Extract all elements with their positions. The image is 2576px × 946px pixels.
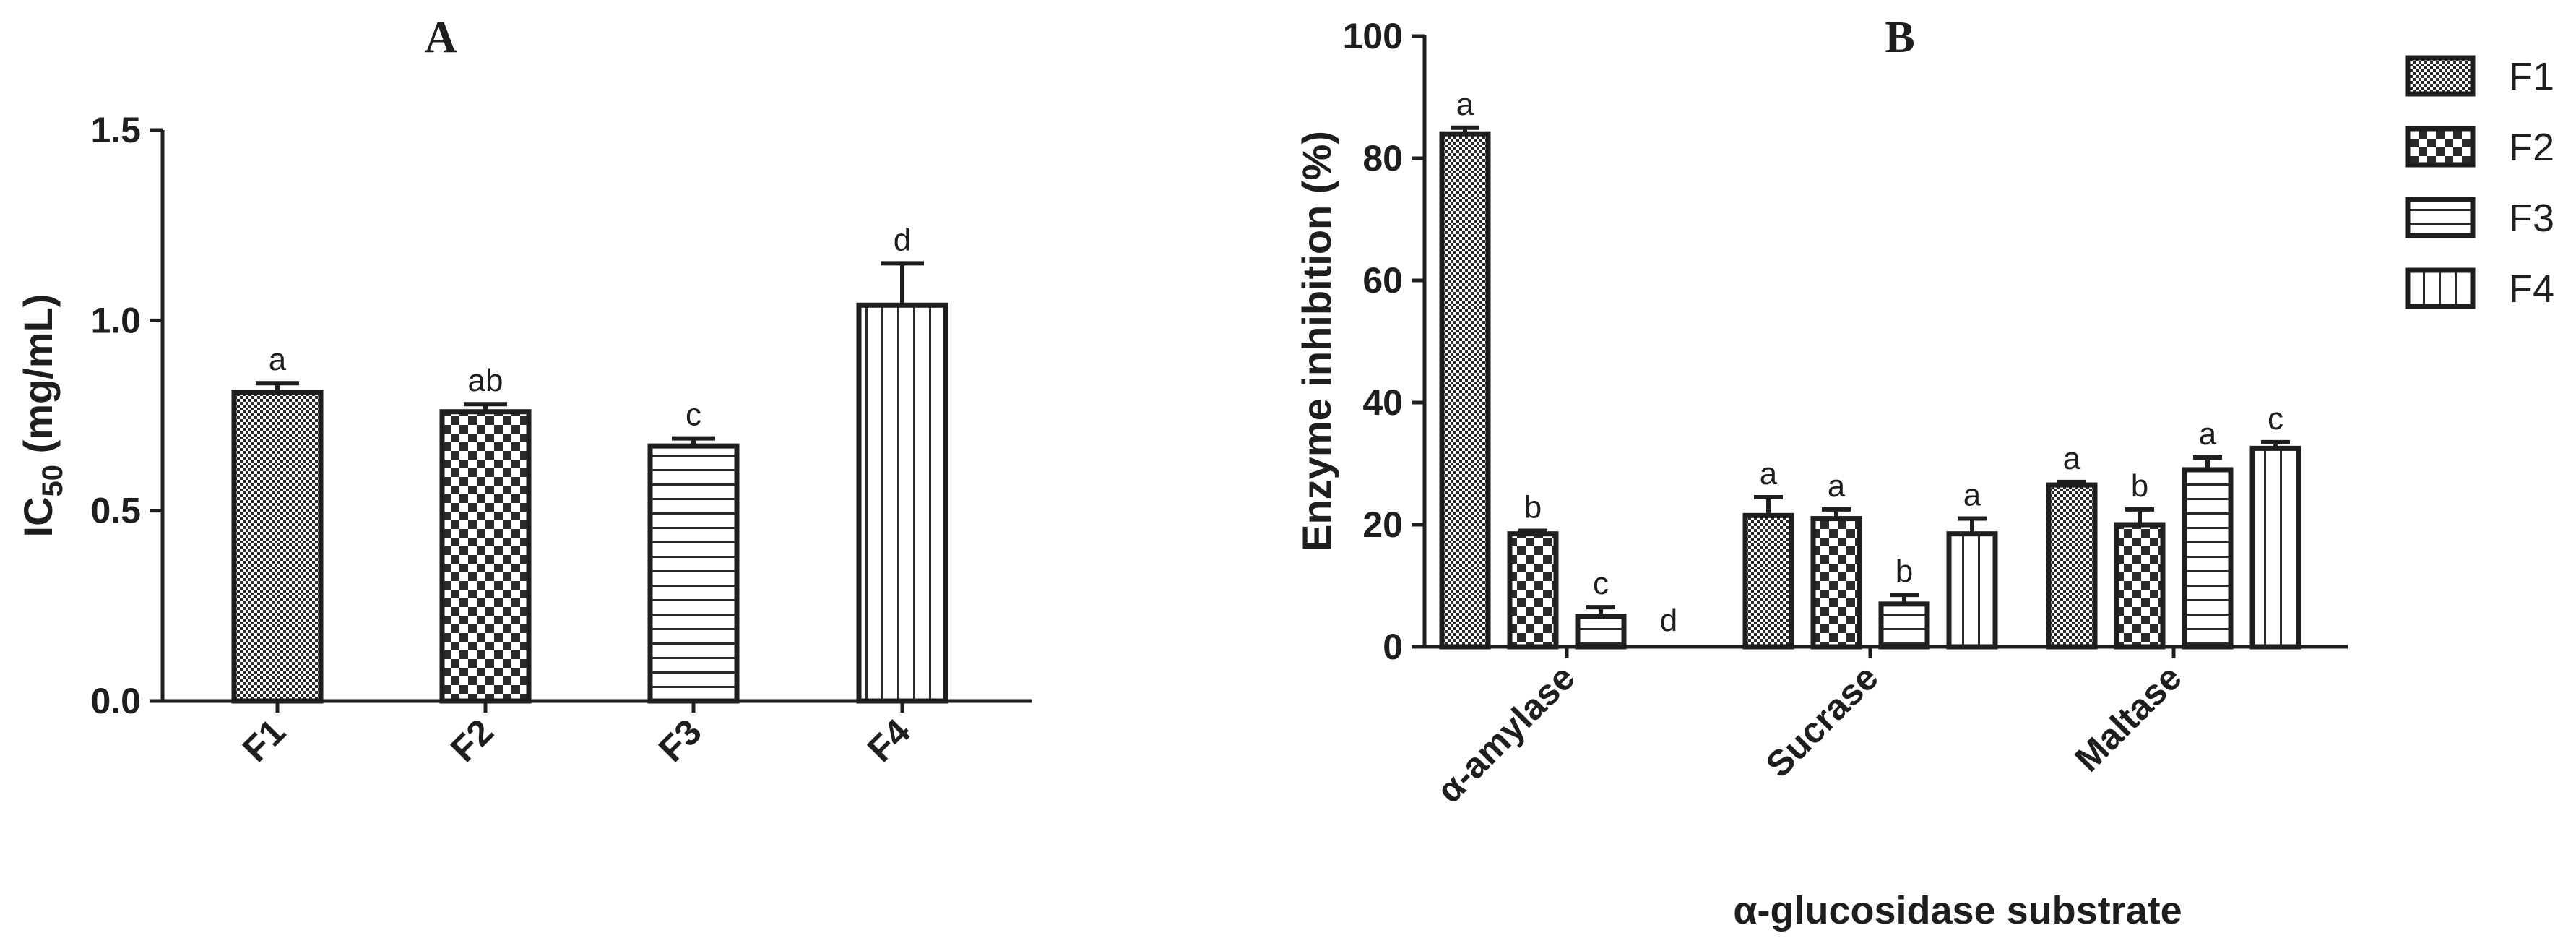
panel-b-bar-f2-maltase — [2114, 522, 2166, 650]
legend-label-f3: F3 — [2509, 197, 2554, 240]
panel-b-x-tick-label: α-amylase — [1429, 657, 1583, 811]
panel-b-bar-f1-maltase — [2046, 482, 2098, 650]
panel-a-title: A — [425, 13, 457, 62]
panel-b-y-tick-label: 0 — [1383, 627, 1403, 667]
panel-b-y-ticks: 0 20 40 60 80 100 — [1343, 16, 1425, 667]
panel-b-y-tick-label: 40 — [1362, 382, 1403, 423]
panel-b-significance-label: d — [1660, 603, 1677, 638]
panel-b-bar-f1-sucrase — [1742, 512, 1794, 650]
legend-label-f1: F1 — [2509, 55, 2554, 98]
panel-b-y-tick-label: 20 — [1362, 504, 1403, 545]
legend-label-f2: F2 — [2509, 126, 2554, 169]
panel-a-x-tick-label: F4 — [860, 711, 918, 770]
panel-b-significance-label: a — [2199, 416, 2217, 452]
panel-b-significance-label: a — [1828, 468, 1846, 504]
panel-a-bar-f1 — [231, 390, 324, 704]
panel-a-significance-label: a — [269, 342, 287, 377]
panel-b-significance-label: a — [1456, 87, 1474, 122]
panel-a-x-tick-label: F3 — [651, 711, 709, 770]
panel-b-y-tick-label: 100 — [1343, 16, 1403, 56]
panel-b-bars: a b c d a a b a a b a c — [1439, 87, 2301, 650]
panel-b-significance-label: c — [1593, 566, 1609, 601]
panel-a-y-tick-label: 1.0 — [90, 300, 141, 340]
panel-b-x-tick-label: Maltase — [2067, 657, 2189, 779]
panel-a-y-tick-label: 0.5 — [90, 491, 141, 531]
panel-b-legend: F1 F2 F3 F4 — [2405, 55, 2554, 311]
legend-swatch-f2 — [2405, 126, 2476, 168]
panel-b-bar-f2-amylase — [1507, 531, 1559, 650]
legend-swatch-f4 — [2405, 267, 2476, 309]
panel-b-significance-label: a — [1963, 478, 1981, 513]
panel-b: B 0 20 40 60 80 100 Enzyme inhibition (%) a b c… — [1294, 13, 2554, 932]
panel-a-x-tick-label: F1 — [235, 711, 293, 770]
panel-b-bar-f3-amylase — [1575, 614, 1627, 650]
panel-b-significance-label: a — [2063, 441, 2081, 476]
panel-a-bar-f2 — [439, 409, 532, 704]
legend-swatch-f1 — [2405, 55, 2476, 97]
panel-b-x-tick-label: Sucrase — [1758, 657, 1886, 785]
panel-b-bar-f3-maltase — [2182, 467, 2234, 650]
panel-b-title: B — [1885, 13, 1914, 62]
panel-b-y-axis-label: Enzyme inhibition (%) — [1294, 131, 1339, 551]
panel-b-bar-f2-sucrase — [1810, 516, 1862, 650]
panel-b-y-tick-label: 80 — [1362, 138, 1403, 179]
panel-b-bar-f3-sucrase — [1878, 601, 1930, 650]
panel-a-bar-f4 — [856, 302, 948, 704]
panel-b-bar-f4-sucrase — [1946, 531, 1998, 650]
legend-swatch-f3 — [2405, 197, 2476, 238]
panel-a-bar-f3 — [647, 443, 740, 704]
panel-a-significance-label: c — [686, 397, 701, 433]
panel-a-y-ticks: 0.0 0.5 1.0 1.5 — [90, 110, 163, 721]
legend-label-f4: F4 — [2509, 267, 2554, 311]
panel-a-significance-label: ab — [468, 363, 503, 398]
panel-a-x-ticks: F1 F2 F3 F4 — [235, 701, 918, 770]
panel-b-significance-label: a — [1760, 456, 1778, 491]
panel-b-significance-label: c — [2268, 401, 2283, 437]
panel-a: A 0.0 0.5 1.0 1.5 IC50 (mg/mL) a ab c d F1 F2 F3… — [15, 13, 1032, 770]
panel-b-significance-label: b — [1896, 554, 1913, 589]
panel-b-significance-label: b — [2131, 468, 2148, 504]
panel-a-bars: a ab c d — [231, 222, 948, 704]
panel-b-significance-label: b — [1524, 489, 1542, 525]
panel-b-x-axis-label: α-glucosidase substrate — [1733, 889, 2182, 932]
panel-b-bar-f1-amylase — [1439, 131, 1491, 650]
panel-a-y-tick-label: 0.0 — [90, 681, 141, 721]
panel-a-significance-label: d — [894, 222, 911, 257]
panel-a-y-axis-label: IC50 (mg/mL) — [15, 294, 69, 538]
panel-b-x-ticks: α-amylase Sucrase Maltase — [1429, 647, 2190, 811]
panel-b-bar-f4-maltase — [2249, 445, 2301, 650]
panel-a-y-tick-label: 1.5 — [90, 110, 141, 150]
panel-a-x-tick-label: F2 — [443, 711, 501, 770]
panel-b-y-tick-label: 60 — [1362, 260, 1403, 301]
